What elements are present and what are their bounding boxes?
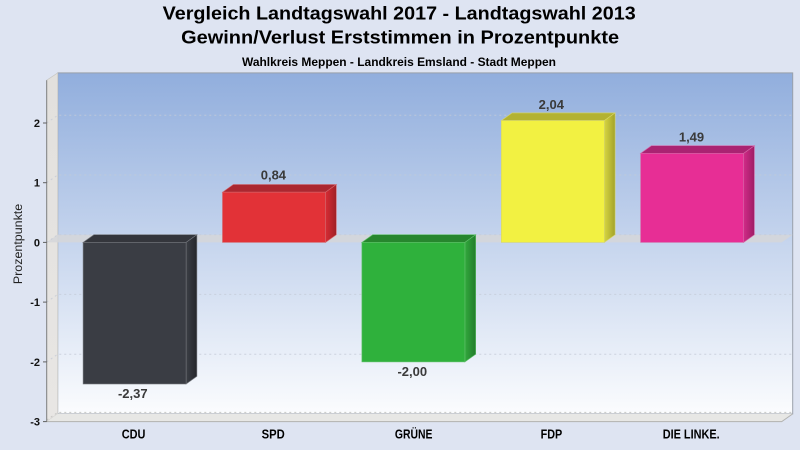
svg-text:FDP: FDP (541, 427, 563, 442)
svg-text:1,49: 1,49 (679, 130, 704, 145)
svg-text:GRÜNE: GRÜNE (395, 427, 433, 442)
svg-text:CDU: CDU (122, 427, 146, 442)
svg-text:-3: -3 (30, 417, 40, 429)
svg-text:0,84: 0,84 (261, 168, 287, 183)
svg-text:Vergleich Landtagswahl 2017 -: Vergleich Landtagswahl 2017 - Landtagswa… (163, 4, 636, 24)
svg-text:-2,37: -2,37 (118, 386, 148, 401)
svg-text:2,04: 2,04 (539, 97, 565, 112)
svg-text:-1: -1 (30, 297, 40, 309)
svg-text:-2: -2 (30, 357, 40, 369)
svg-text:2: 2 (34, 118, 40, 130)
svg-text:Wahlkreis Meppen - Landkreis E: Wahlkreis Meppen - Landkreis Emsland - S… (242, 55, 556, 69)
svg-text:DIE LINKE.: DIE LINKE. (663, 427, 720, 442)
svg-text:Gewinn/Verlust Erststimmen in: Gewinn/Verlust Erststimmen in Prozentpun… (181, 28, 619, 48)
svg-text:Prozentpunkte: Prozentpunkte (11, 203, 25, 284)
svg-text:-2,00: -2,00 (397, 364, 427, 379)
svg-text:1: 1 (34, 178, 40, 190)
svg-text:0: 0 (34, 237, 40, 249)
svg-text:SPD: SPD (262, 427, 285, 442)
